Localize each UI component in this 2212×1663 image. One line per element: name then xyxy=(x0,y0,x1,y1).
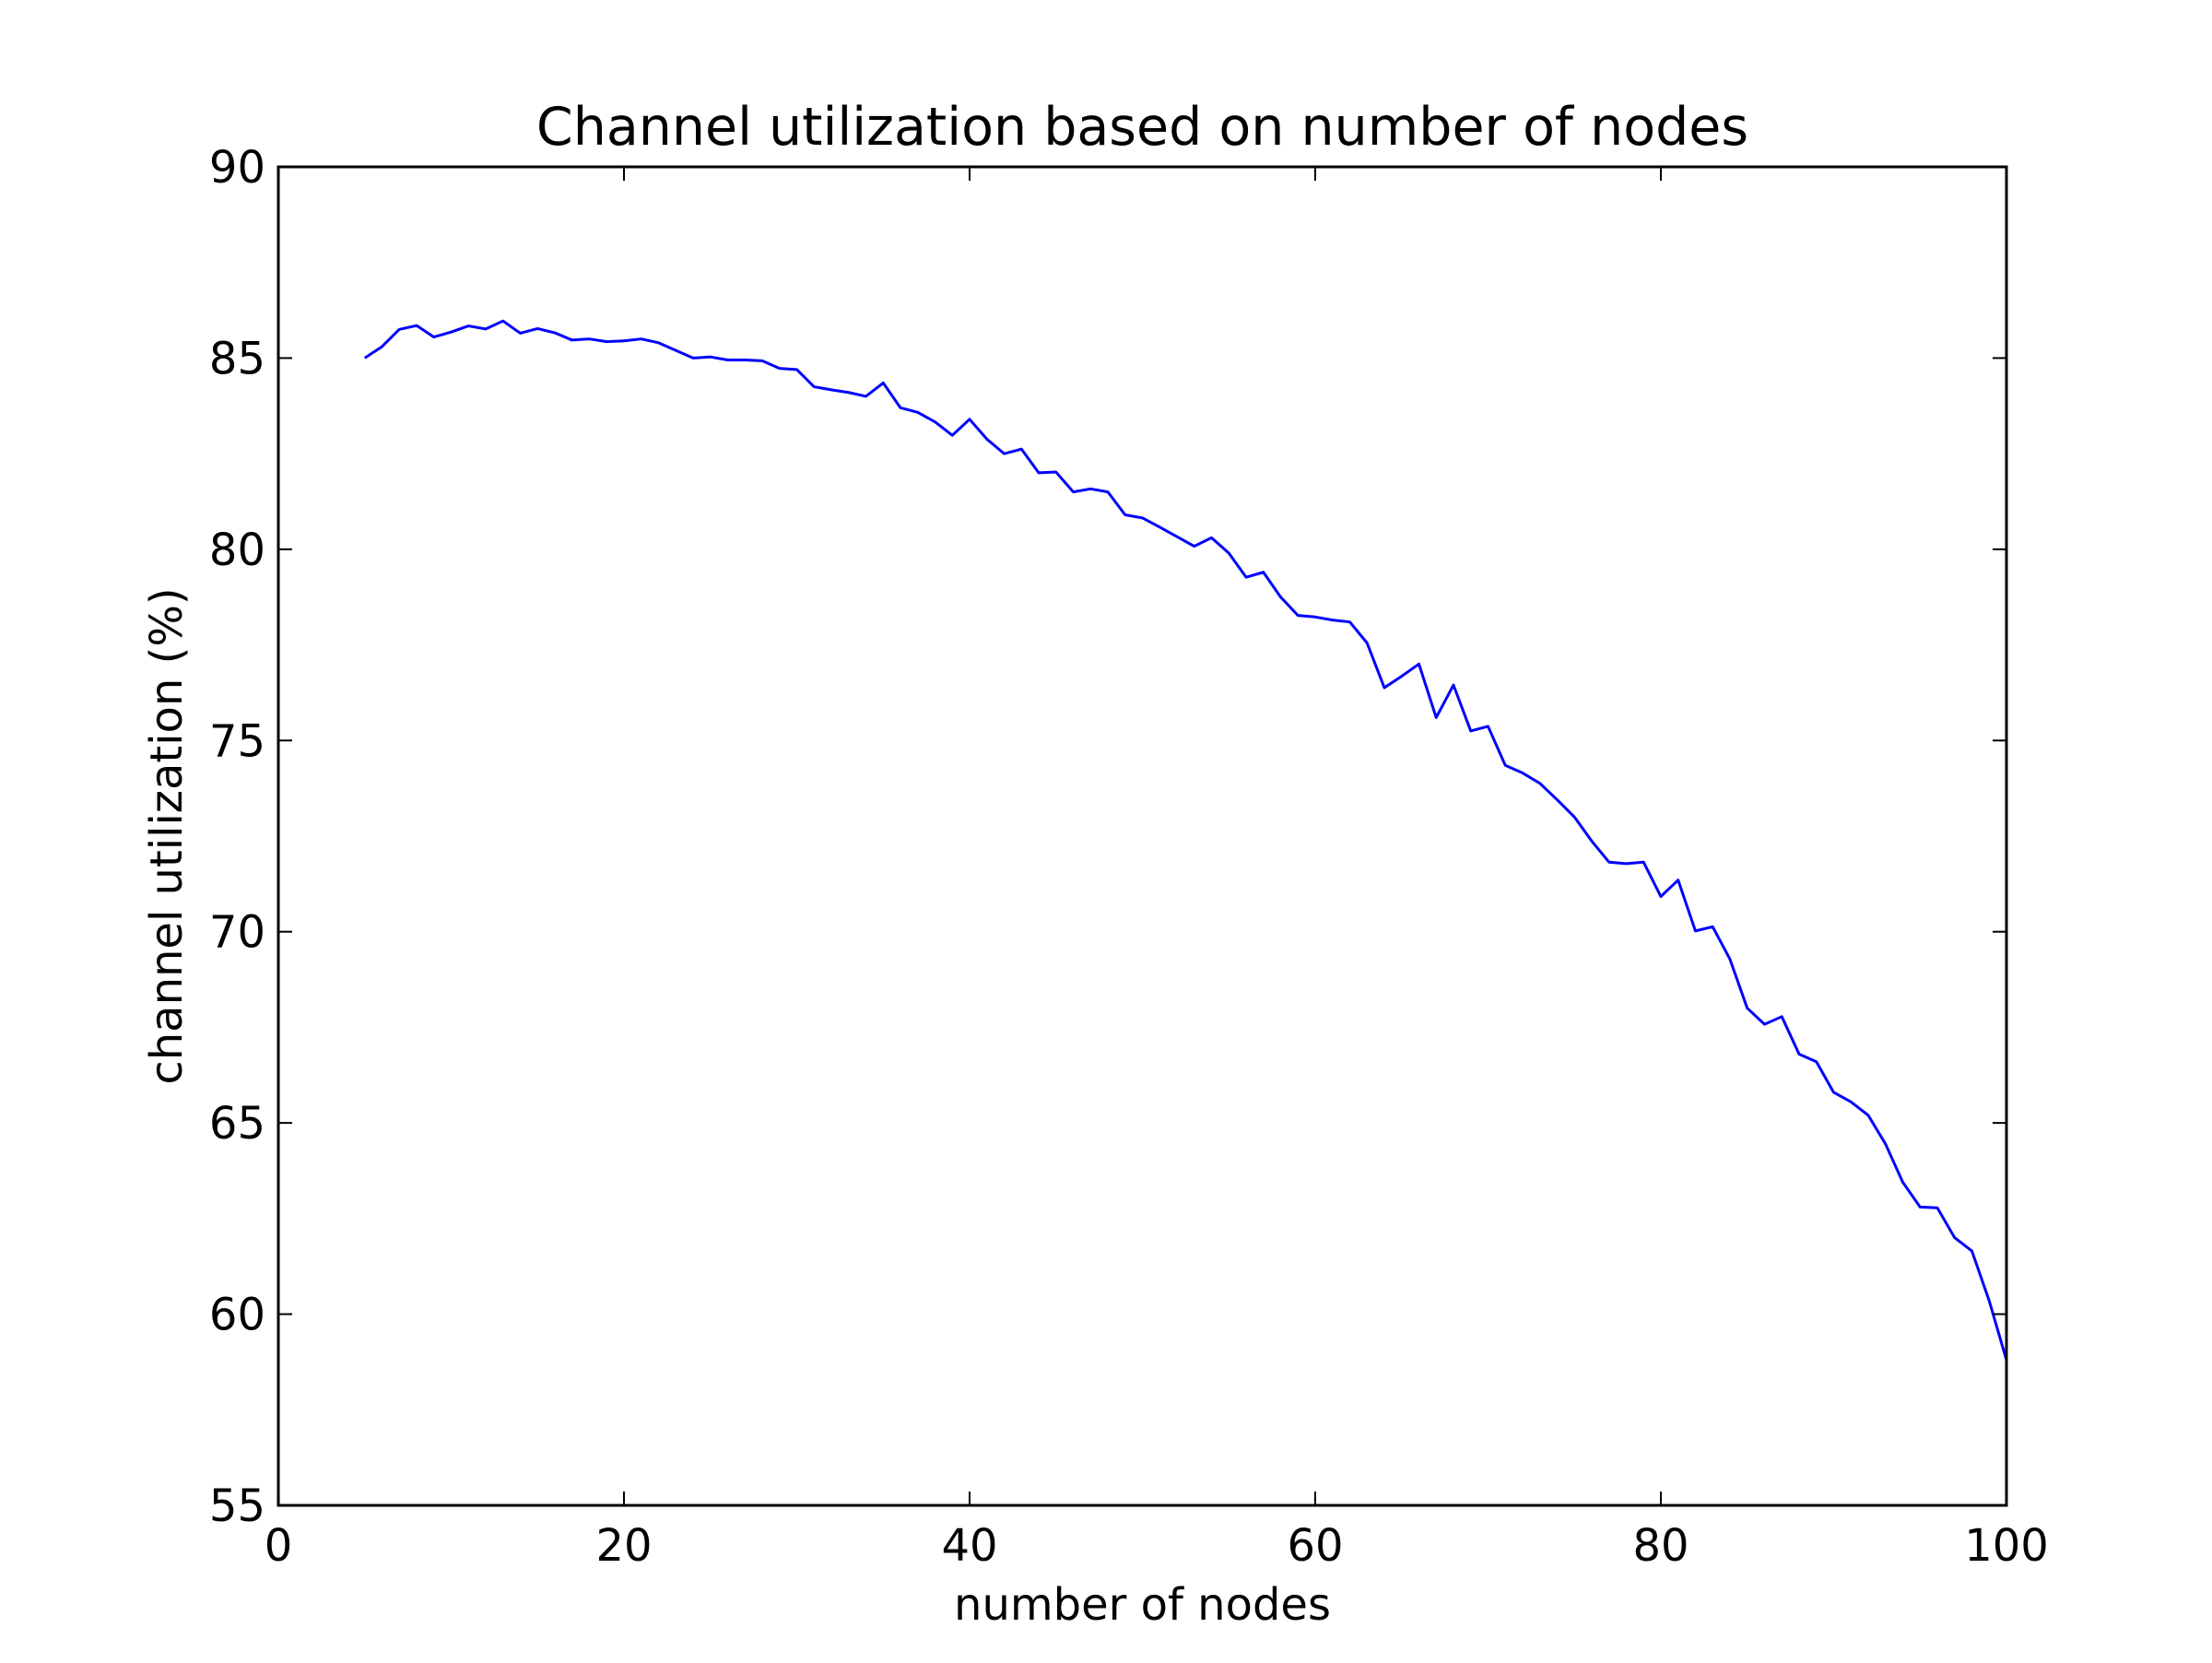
x-tick-label: 40 xyxy=(941,1520,997,1572)
series-line-0 xyxy=(363,319,2008,1361)
y-tick-label: 60 xyxy=(209,1290,265,1341)
plot-frame xyxy=(276,165,2008,1507)
chart-title: Channel utilization based on number of n… xyxy=(536,97,1748,158)
x-tick-label: 60 xyxy=(1287,1520,1343,1572)
series-layer xyxy=(363,319,2008,1361)
x-tick-label: 80 xyxy=(1632,1520,1688,1572)
x-axis-label: number of nodes xyxy=(954,1579,1331,1631)
tick-layer: 0 20 40 60 80 100 55 60 65 70 75 80 85 90 xyxy=(209,142,2049,1572)
x-tick-label: 100 xyxy=(1964,1520,2049,1572)
x-tick-label: 0 xyxy=(265,1520,293,1572)
y-tick-label: 65 xyxy=(209,1098,265,1150)
y-tick-label: 80 xyxy=(209,525,265,576)
x-tick-label: 20 xyxy=(595,1520,652,1572)
y-tick-label: 75 xyxy=(209,715,265,767)
y-tick-label: 70 xyxy=(209,907,265,959)
y-axis-label: channel utilization (%) xyxy=(141,587,193,1084)
y-tick-label: 85 xyxy=(209,333,265,384)
y-tick-label: 55 xyxy=(209,1480,265,1532)
y-tick-label: 90 xyxy=(209,142,265,194)
